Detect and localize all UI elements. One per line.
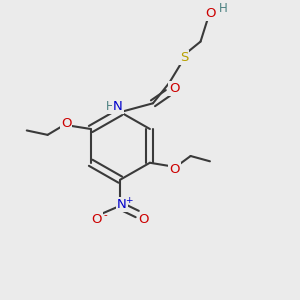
Text: H: H [106, 100, 114, 113]
Text: N: N [113, 100, 123, 113]
Text: S: S [180, 51, 188, 64]
Text: O: O [138, 213, 148, 226]
Text: O: O [169, 163, 179, 176]
Text: N: N [117, 198, 127, 211]
Text: O: O [61, 117, 71, 130]
Text: +: + [125, 196, 132, 205]
Text: O: O [169, 82, 180, 95]
Text: -: - [103, 210, 107, 220]
Text: O: O [91, 213, 102, 226]
Text: O: O [206, 7, 216, 20]
Text: H: H [218, 2, 227, 15]
